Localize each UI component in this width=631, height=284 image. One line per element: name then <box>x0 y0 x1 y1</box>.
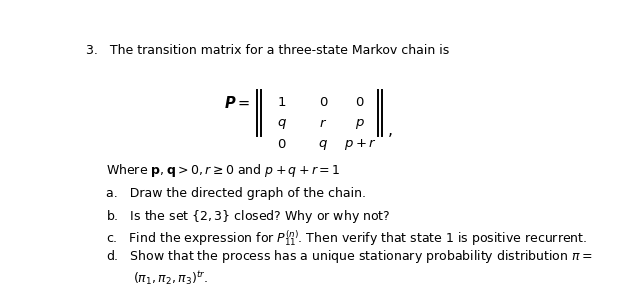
Text: $0$: $0$ <box>355 97 365 109</box>
Text: d.   Show that the process has a unique stationary probability distribution $\pi: d. Show that the process has a unique st… <box>106 248 593 265</box>
Text: 3.   The transition matrix for a three-state Markov chain is: 3. The transition matrix for a three-sta… <box>86 44 449 57</box>
Text: $1$: $1$ <box>277 97 286 109</box>
Text: $p+r$: $p+r$ <box>344 137 377 152</box>
Text: $0$: $0$ <box>277 138 286 151</box>
Text: a.   Draw the directed graph of the chain.: a. Draw the directed graph of the chain. <box>106 187 366 200</box>
Text: $r$: $r$ <box>319 117 327 130</box>
Text: $q$: $q$ <box>319 137 328 151</box>
Text: c.   Find the expression for $P_{11}^{(n)}$. Then verify that state 1 is positiv: c. Find the expression for $P_{11}^{(n)}… <box>106 229 587 248</box>
Text: $0$: $0$ <box>319 97 328 109</box>
Text: $q$: $q$ <box>277 117 286 131</box>
Text: $(\pi_1, \pi_2, \pi_3)^{tr}$.: $(\pi_1, \pi_2, \pi_3)^{tr}$. <box>133 269 208 284</box>
Text: $p$: $p$ <box>355 117 365 131</box>
Text: $\boldsymbol{P} = $: $\boldsymbol{P} = $ <box>224 95 250 111</box>
Text: Where $\mathbf{p}, \mathbf{q} > 0, r \geq 0$ and $p + q + r = 1$: Where $\mathbf{p}, \mathbf{q} > 0, r \ge… <box>106 162 340 179</box>
Text: ,: , <box>388 123 393 138</box>
Text: b.   Is the set $\{2,3\}$ closed? Why or why not?: b. Is the set $\{2,3\}$ closed? Why or w… <box>106 208 391 225</box>
